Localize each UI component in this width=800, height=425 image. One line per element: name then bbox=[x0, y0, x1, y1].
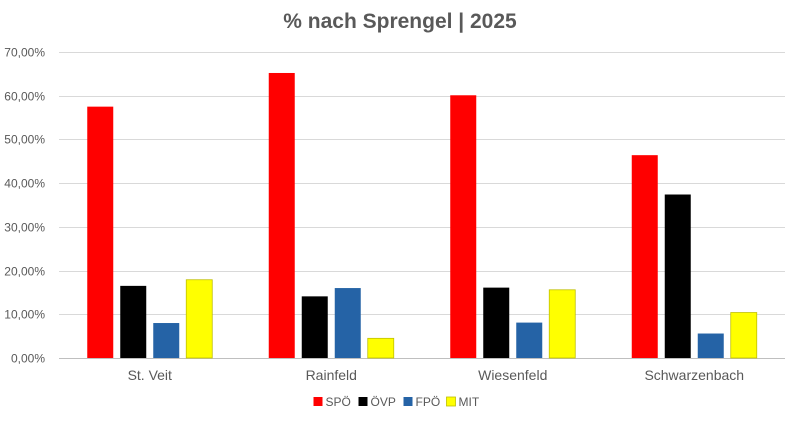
y-tick-label: 60,00% bbox=[4, 90, 45, 104]
y-tick-label: 40,00% bbox=[4, 177, 45, 191]
legend-label-mit: MIT bbox=[459, 395, 480, 409]
bar-spö-2 bbox=[450, 95, 477, 358]
legend-label-fpö: FPÖ bbox=[416, 395, 441, 409]
x-tick-label: Wiesenfeld bbox=[478, 367, 547, 383]
bar-fpö-3 bbox=[697, 333, 724, 358]
y-tick-label: 30,00% bbox=[4, 221, 45, 235]
y-tick-label: 10,00% bbox=[4, 308, 45, 322]
y-tick-label: 50,00% bbox=[4, 133, 45, 147]
y-tick-label: 20,00% bbox=[4, 265, 45, 279]
legend-label-spö: SPÖ bbox=[326, 395, 351, 409]
bar-mit-3 bbox=[730, 312, 758, 359]
bar-fpö-2 bbox=[516, 322, 543, 358]
bar-mit-2 bbox=[548, 289, 576, 359]
bar-spö-3 bbox=[631, 155, 658, 358]
bar-fpö-0 bbox=[153, 323, 180, 358]
bar-mit-0 bbox=[185, 279, 213, 359]
x-tick-label: Schwarzenbach bbox=[644, 367, 744, 383]
legend-swatch-fpö bbox=[403, 397, 413, 406]
legend-swatch-spö bbox=[313, 397, 323, 406]
bar-mit-1 bbox=[367, 337, 395, 359]
bar-spö-1 bbox=[268, 72, 295, 359]
bar-övp-3 bbox=[664, 194, 691, 358]
bar-spö-0 bbox=[87, 106, 114, 359]
bar-övp-2 bbox=[483, 287, 510, 358]
y-tick-label: 0,00% bbox=[11, 352, 45, 366]
chart-title: % nach Sprengel | 2025 bbox=[283, 10, 517, 33]
bar-fpö-1 bbox=[334, 288, 361, 358]
bar-övp-1 bbox=[301, 296, 328, 358]
legend-swatch-övp bbox=[358, 397, 368, 406]
legend-label-övp: ÖVP bbox=[371, 395, 396, 409]
bar-övp-0 bbox=[120, 285, 147, 358]
y-tick-label: 70,00% bbox=[4, 46, 45, 60]
x-tick-label: St. Veit bbox=[128, 367, 172, 383]
x-tick-label: Rainfeld bbox=[306, 367, 357, 383]
legend-swatch-mit bbox=[446, 396, 456, 407]
